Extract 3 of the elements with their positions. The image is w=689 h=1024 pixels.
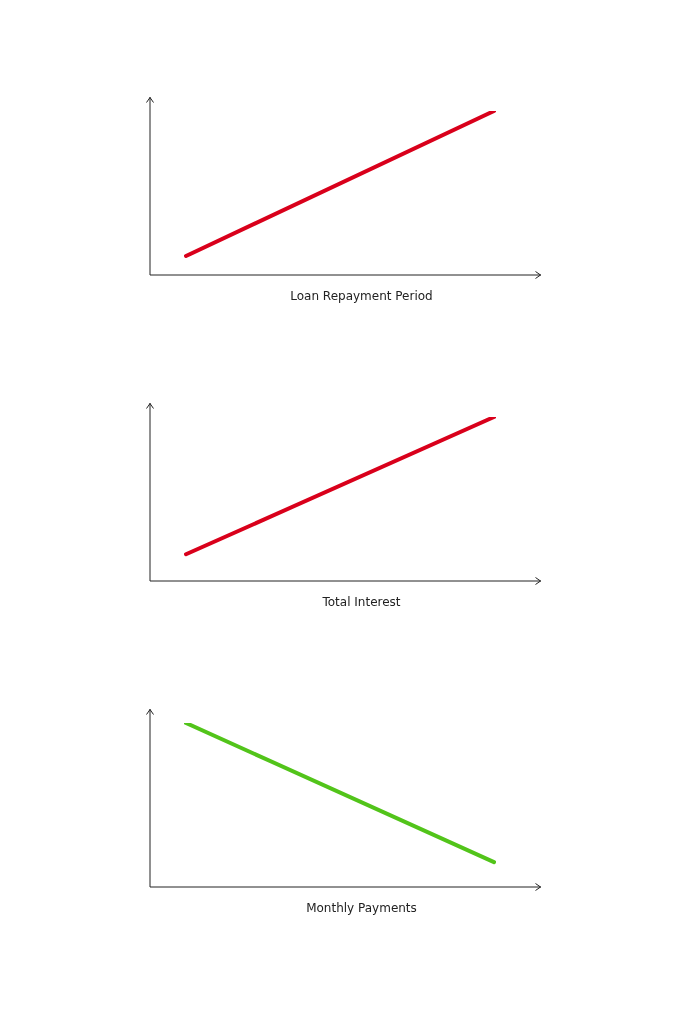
x-axis-title: Total Interest <box>321 595 401 610</box>
x-axis-title: Monthly Payments <box>306 901 417 916</box>
x-axis-title: Loan Repayment Period <box>290 289 433 304</box>
